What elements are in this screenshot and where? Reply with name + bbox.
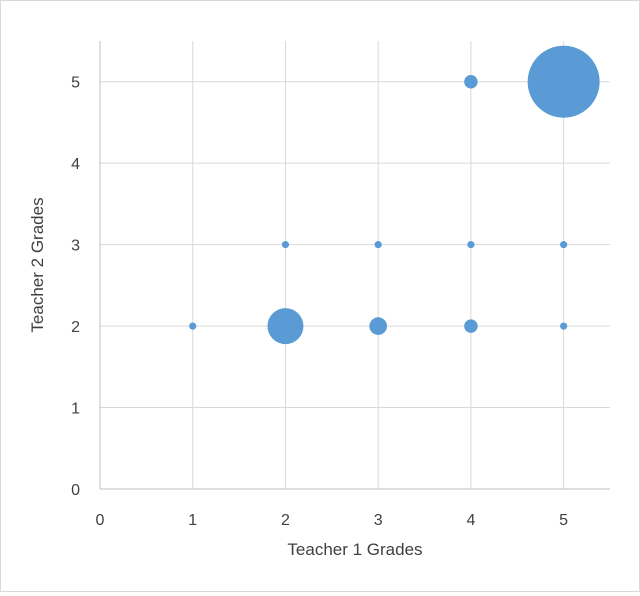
bubble-point bbox=[467, 241, 475, 249]
x-tick-label: 2 bbox=[281, 512, 290, 529]
tick-labels: 0 1 2 3 4 5 0 1 2 3 4 5 bbox=[71, 75, 568, 529]
bubble-point bbox=[374, 241, 382, 249]
bubble-point bbox=[464, 74, 478, 89]
bubble-point bbox=[281, 241, 290, 249]
bubble-point bbox=[464, 319, 478, 333]
bubble-point bbox=[189, 322, 197, 330]
y-tick-label: 0 bbox=[71, 482, 80, 499]
x-tick-label: 5 bbox=[559, 512, 568, 529]
x-tick-label: 1 bbox=[188, 512, 197, 529]
y-tick-label: 1 bbox=[71, 401, 80, 418]
y-tick-label: 2 bbox=[71, 319, 80, 336]
y-tick-label: 4 bbox=[71, 156, 80, 173]
x-axis-title: Teacher 1 Grades bbox=[287, 540, 422, 559]
y-tick-label: 5 bbox=[71, 75, 80, 92]
axes bbox=[99, 41, 610, 490]
bubble-point bbox=[527, 45, 600, 118]
y-tick-label: 3 bbox=[71, 238, 80, 255]
x-tick-label: 3 bbox=[374, 512, 383, 529]
gridlines bbox=[100, 41, 610, 489]
bubbles bbox=[189, 45, 600, 345]
bubble-point bbox=[267, 308, 304, 345]
bubble-point bbox=[560, 322, 568, 330]
x-tick-label: 4 bbox=[466, 512, 475, 529]
bubble-point bbox=[560, 241, 568, 249]
bubble-point bbox=[369, 317, 387, 335]
y-axis-title: Teacher 2 Grades bbox=[28, 197, 47, 332]
x-tick-label: 0 bbox=[96, 512, 105, 529]
